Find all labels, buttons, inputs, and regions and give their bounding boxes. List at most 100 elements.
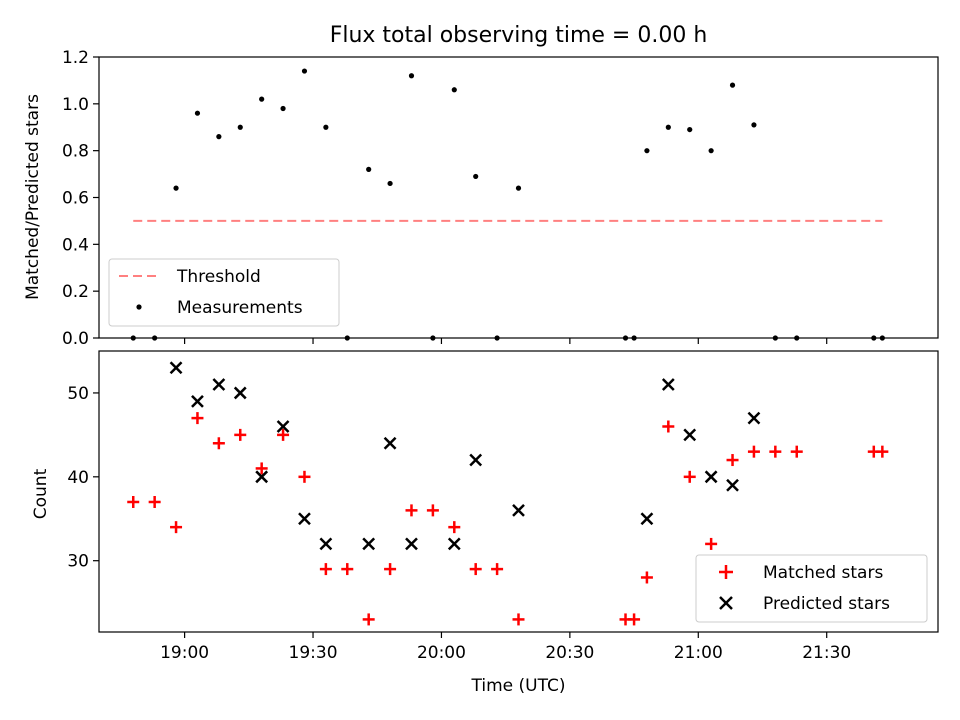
top-y-tick-label-5: 1.0 — [62, 95, 89, 115]
matched-point-10 — [341, 563, 354, 576]
predicted-point-3 — [233, 386, 247, 400]
legend-measurements-swatch — [136, 304, 142, 310]
predicted-point-1 — [191, 394, 204, 408]
matched-point-30 — [876, 445, 889, 458]
matched-point-15 — [448, 521, 461, 534]
bottom-legend-box — [695, 554, 928, 623]
matched-point-3 — [191, 412, 204, 425]
x-tick-label-4: 21:00 — [674, 643, 723, 663]
measurement-point-6 — [259, 96, 265, 102]
matched-point-12 — [384, 563, 397, 576]
measurement-point-13 — [408, 73, 415, 79]
predicted-point-10 — [405, 537, 418, 551]
predicted-point-17 — [704, 470, 718, 484]
measurement-point-9 — [323, 124, 329, 130]
top-axes-frame — [98, 56, 939, 339]
x-tick-label-0: 19:00 — [160, 643, 209, 663]
matched-point-4 — [212, 437, 225, 450]
matched-point-5 — [234, 428, 247, 441]
matched-point-13 — [405, 504, 418, 517]
matched-point-26 — [747, 445, 760, 458]
matched-point-28 — [790, 445, 803, 458]
x-tick-label-2: 20:00 — [417, 643, 466, 663]
matched-point-7 — [277, 428, 290, 441]
matched-point-1 — [148, 495, 161, 508]
legend-matched-label: Matched stars — [763, 563, 883, 583]
matched-point-8 — [298, 470, 311, 483]
top-y-axis-label: Matched/Predicted stars — [23, 94, 43, 300]
measurement-point-24 — [708, 148, 714, 154]
predicted-point-5 — [276, 420, 290, 433]
top-y-tick-label-2: 0.4 — [62, 235, 89, 255]
predicted-point-12 — [469, 453, 483, 467]
matched-point-0 — [127, 495, 140, 508]
top-x-ticks — [184, 338, 828, 344]
bottom-y-tick-label-0: 30 — [67, 552, 89, 572]
legend-matched-swatch — [719, 565, 733, 579]
x-tick-label-1: 19:30 — [289, 643, 338, 663]
predicted-point-19 — [747, 411, 761, 425]
measurement-point-26 — [751, 122, 757, 128]
measurement-point-12 — [387, 180, 393, 187]
legend-threshold-label: Threshold — [176, 267, 261, 287]
bottom-y-ticks: 30 40 50 — [67, 384, 99, 572]
top-y-tick-label-3: 0.6 — [62, 189, 89, 209]
bottom-y-axis-label: Count — [31, 468, 51, 519]
measurement-point-3 — [194, 110, 201, 116]
measurement-point-21 — [644, 148, 650, 154]
predicted-point-16 — [683, 428, 697, 442]
matched-point-24 — [705, 537, 718, 550]
matched-point-2 — [170, 521, 183, 534]
predicted-point-11 — [447, 537, 461, 551]
matched-point-9 — [319, 563, 332, 576]
measurement-point-7 — [280, 105, 286, 112]
bottom-marks — [127, 361, 889, 626]
top-y-tick-label-6: 1.2 — [62, 48, 89, 68]
matched-point-18 — [512, 613, 525, 626]
predicted-point-7 — [319, 537, 333, 551]
legend-predicted-swatch — [719, 596, 733, 610]
predicted-point-0 — [169, 361, 183, 375]
top-y-tick-label-4: 0.8 — [62, 142, 89, 162]
matched-point-22 — [662, 420, 675, 433]
bottom-y-tick-label-1: 40 — [67, 468, 89, 488]
matched-point-23 — [683, 470, 696, 483]
bottom-panel: 30 40 50 19:00 19:30 20:00 20:30 21:00 21:30 Co… — [31, 350, 939, 696]
x-axis-label: Time (UTC) — [471, 676, 566, 696]
predicted-point-14 — [640, 512, 654, 526]
matched-point-27 — [769, 445, 782, 458]
predicted-point-4 — [255, 470, 269, 484]
top-chart-title: Flux total observing time = 0.00 h — [330, 23, 708, 48]
matched-point-16 — [469, 563, 482, 576]
x-tick-label-3: 20:30 — [545, 643, 594, 663]
measurement-point-16 — [473, 173, 479, 180]
predicted-point-6 — [298, 512, 311, 526]
matched-point-21 — [640, 571, 653, 584]
top-marks — [130, 68, 885, 341]
top-panel: 0.0 0.2 0.4 0.6 0.8 1.0 1.2 Matched/Predicted … — [23, 48, 939, 349]
top-y-tick-label-0: 0.0 — [62, 329, 89, 349]
measurement-point-25 — [729, 82, 736, 88]
measurement-point-2 — [173, 185, 179, 191]
measurement-point-11 — [366, 166, 372, 172]
legend-predicted-label: Predicted stars — [763, 594, 890, 614]
predicted-point-9 — [383, 436, 397, 450]
bottom-x-ticks: 19:00 19:30 20:00 20:30 21:00 21:30 — [160, 632, 851, 663]
measurement-point-23 — [687, 126, 693, 133]
x-tick-label-5: 21:30 — [802, 643, 851, 663]
measurement-point-15 — [451, 87, 457, 93]
measurement-point-4 — [216, 134, 222, 140]
top-y-ticks: 0.0 0.2 0.4 0.6 0.8 1.0 1.2 — [62, 48, 99, 349]
top-legend: Threshold Measurements — [108, 258, 340, 327]
matched-point-11 — [362, 613, 375, 626]
predicted-point-2 — [212, 378, 226, 391]
legend-measurements-label: Measurements — [177, 298, 303, 318]
matched-point-17 — [491, 563, 504, 576]
bottom-legend: Matched stars Predicted stars — [695, 554, 928, 623]
predicted-point-18 — [726, 478, 739, 492]
matched-point-25 — [726, 454, 739, 467]
matched-point-20 — [628, 613, 641, 626]
bottom-axes-frame — [98, 350, 939, 633]
matched-point-14 — [426, 504, 439, 517]
measurement-point-22 — [665, 124, 671, 130]
